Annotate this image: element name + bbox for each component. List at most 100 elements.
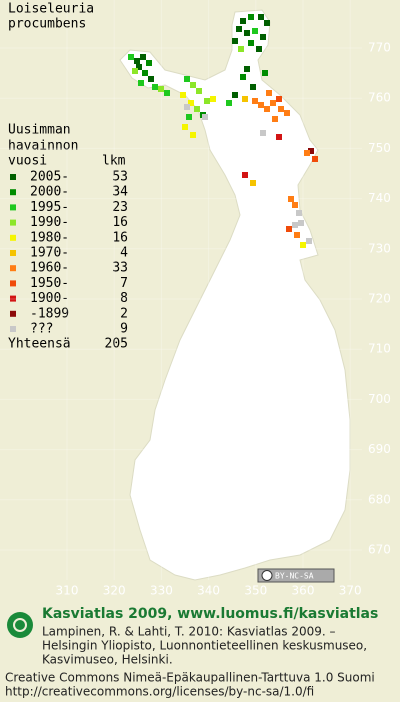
observation-square [248, 14, 254, 20]
legend-label: 1970- [30, 246, 69, 261]
footer-title: Kasviatlas 2009, www.luomus.fi/kasviatla… [42, 606, 378, 622]
legend-label: 1980- [30, 230, 69, 245]
legend-label: 2000- [30, 185, 69, 200]
observation-square [164, 90, 170, 96]
observation-square [308, 148, 314, 154]
cc-icon [261, 570, 273, 581]
legend-column: vuosi [8, 154, 47, 169]
observation-square [300, 242, 306, 248]
y-label: 770 [368, 41, 391, 55]
legend-swatch [10, 310, 16, 317]
observation-square [140, 54, 146, 60]
observation-square [186, 114, 192, 120]
legend-label: 1960- [30, 261, 69, 276]
y-label: 670 [368, 543, 391, 557]
observation-square [204, 98, 210, 104]
observation-square [286, 226, 292, 232]
observation-square [232, 38, 238, 44]
observation-square [248, 40, 254, 46]
legend-label: 1995- [30, 200, 69, 215]
observation-square [240, 74, 246, 80]
observation-square [306, 238, 312, 244]
legend-label: 1950- [30, 276, 69, 291]
observation-square [304, 150, 310, 156]
observation-square [276, 96, 282, 102]
y-label: 750 [368, 141, 391, 155]
observation-square [136, 64, 142, 70]
observation-square [260, 34, 266, 40]
legend-count: 16 [112, 215, 128, 230]
observation-square [250, 84, 256, 90]
x-label: 320 [103, 584, 126, 598]
observation-square [284, 110, 290, 116]
observation-square [276, 134, 282, 140]
legend-label: 1900- [30, 291, 69, 306]
legend-label: 1990- [30, 215, 69, 230]
observation-square [142, 70, 148, 76]
observation-square [242, 172, 248, 178]
grid: 770 760 750 740 730 720 710 700 690 680 670 310 320 3… [0, 0, 391, 598]
species-name: procumbens [8, 17, 86, 32]
observation-square [294, 232, 300, 238]
legend-swatch [10, 189, 16, 196]
observation-square [278, 106, 284, 112]
observation-square [240, 18, 246, 24]
observation-square [132, 68, 138, 74]
legend-count: 8 [120, 291, 128, 306]
legend-header: Uusimman [8, 123, 71, 138]
observation-square [134, 58, 140, 64]
legend-count: 53 [112, 170, 128, 185]
finland-outline [119, 9, 351, 581]
observation-square [260, 130, 266, 136]
observation-square [244, 30, 250, 36]
logo [7, 612, 33, 638]
observation-square [196, 88, 202, 94]
observation-square [128, 54, 134, 60]
observation-square [262, 70, 268, 76]
legend-swatch [10, 265, 16, 272]
y-label: 690 [368, 442, 391, 456]
observation-square [158, 86, 164, 92]
citation: Kasvimuseo, Helsinki. [42, 653, 173, 667]
total-label: Yhteensä [8, 337, 71, 352]
y-label: 680 [368, 492, 391, 506]
y-label: 700 [368, 392, 391, 406]
legend-column: lkm [102, 154, 126, 169]
license-url: http://creativecommons.org/licenses/by-n… [5, 685, 314, 699]
observation-square [182, 124, 188, 130]
legend-swatch [10, 295, 16, 302]
y-label: 740 [368, 191, 391, 205]
logo-spiral [13, 618, 27, 632]
x-label: 330 [150, 584, 173, 598]
license-text: Creative Commons Nimeä-Epäkaupallinen-Ta… [5, 671, 375, 685]
observation-square [256, 46, 262, 52]
observation-square [252, 98, 258, 104]
citation: Lampinen, R. & Lahti, T. 2010: Kasviatla… [42, 625, 336, 639]
legend-label: -1899 [30, 306, 69, 321]
legend-label: 2005- [30, 170, 69, 185]
legend-header: havainnon [8, 139, 78, 154]
x-label: 340 [197, 584, 220, 598]
badge-text: BY-NC-SA [275, 572, 314, 581]
legend-count: 9 [120, 322, 128, 337]
legend: 2005- 53 2000- 34 1995- 23 1990- 16 1980- 16 1970-… [8, 170, 128, 352]
observation-square [272, 116, 278, 122]
observation-square [194, 106, 200, 112]
observation-square [264, 106, 270, 112]
legend-count: 33 [112, 261, 128, 276]
legend-count: 16 [112, 230, 128, 245]
observation-square [258, 14, 264, 20]
observation-square [242, 96, 248, 102]
legend-swatch [10, 326, 16, 332]
observation-square [210, 96, 216, 102]
x-label: 350 [244, 584, 267, 598]
citation: Helsingin Yliopisto, Luonnontieteellinen… [42, 639, 367, 653]
observation-square [288, 196, 294, 202]
observation-square [264, 20, 270, 26]
y-label: 760 [368, 91, 391, 105]
observation-square [258, 102, 264, 108]
observation-square [138, 80, 144, 86]
legend-swatch [10, 280, 16, 287]
observation-square [250, 180, 256, 186]
